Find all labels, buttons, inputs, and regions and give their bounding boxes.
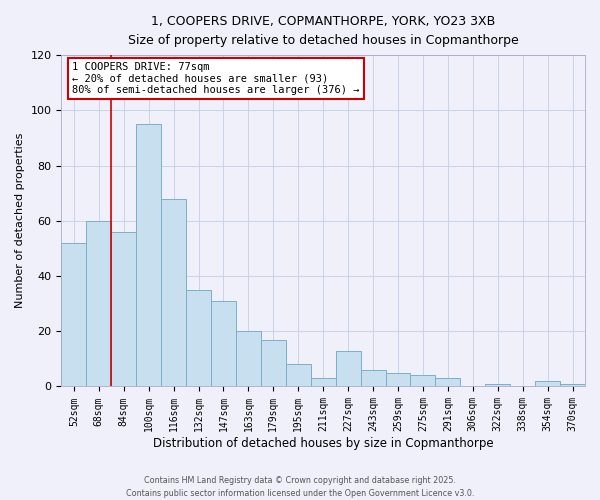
Bar (485, 384, 510, 386)
Bar (386, 372, 410, 386)
Bar (436, 378, 460, 386)
Bar (111, 232, 136, 386)
Bar (161, 198, 186, 386)
Bar (136, 124, 161, 386)
Bar (311, 378, 335, 386)
Title: 1, COOPERS DRIVE, COPMANTHORPE, YORK, YO23 3XB
Size of property relative to deta: 1, COOPERS DRIVE, COPMANTHORPE, YORK, YO… (128, 15, 518, 47)
Bar (61, 243, 86, 386)
Bar (361, 370, 386, 386)
Bar (86, 221, 111, 386)
Bar (236, 331, 261, 386)
Bar (286, 364, 311, 386)
Bar (535, 381, 560, 386)
Bar (335, 350, 361, 386)
Bar (211, 301, 236, 386)
Bar (186, 290, 211, 386)
Text: 1 COOPERS DRIVE: 77sqm
← 20% of detached houses are smaller (93)
80% of semi-det: 1 COOPERS DRIVE: 77sqm ← 20% of detached… (72, 62, 359, 95)
Bar (261, 340, 286, 386)
Bar (560, 384, 585, 386)
Y-axis label: Number of detached properties: Number of detached properties (15, 133, 25, 308)
Text: Contains HM Land Registry data © Crown copyright and database right 2025.
Contai: Contains HM Land Registry data © Crown c… (126, 476, 474, 498)
X-axis label: Distribution of detached houses by size in Copmanthorpe: Distribution of detached houses by size … (153, 437, 494, 450)
Bar (410, 376, 436, 386)
